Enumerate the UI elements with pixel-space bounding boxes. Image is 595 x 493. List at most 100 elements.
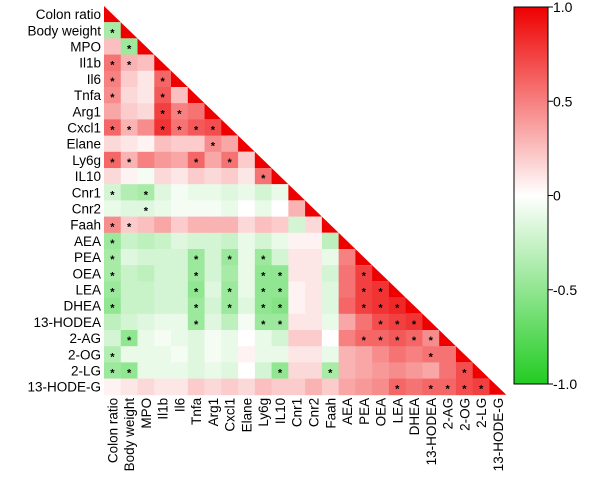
color-scale-tick-label: 1.0: [553, 0, 573, 15]
heatmap-cell: [321, 362, 340, 379]
heatmap-cell: [405, 378, 423, 396]
significance-star: *: [194, 319, 199, 331]
diagonal-cell: [305, 200, 322, 217]
heatmap-cell: [405, 313, 423, 331]
heatmap-cell: [187, 313, 205, 331]
heatmap-cell: [355, 297, 373, 315]
heatmap-cell: [204, 119, 222, 136]
heatmap-cell: [254, 232, 272, 250]
column-label: DHEA: [407, 398, 422, 436]
heatmap-cell: [154, 313, 172, 331]
heatmap-cell: [104, 200, 122, 217]
heatmap-cell: [171, 330, 189, 347]
heatmap-cell: [221, 281, 239, 298]
column-label: Cnr2: [307, 398, 322, 427]
heatmap-cell: [171, 151, 189, 169]
significance-star: *: [127, 44, 132, 56]
heatmap-cell: [137, 103, 155, 120]
diagonal-cell: [455, 346, 473, 363]
column-label: OEA: [374, 398, 389, 427]
heatmap-cell: [187, 330, 205, 347]
significance-star: *: [462, 384, 467, 396]
heatmap-cell: [338, 362, 356, 379]
column-label: Ly6g: [256, 398, 271, 427]
heatmap-cell: [455, 362, 474, 379]
color-scale-legend: 1.0 0.5 0 -0.5 -1.0: [513, 0, 577, 392]
heatmap-cell: [154, 184, 172, 201]
heatmap-cell: [204, 135, 222, 153]
significance-star: *: [278, 368, 283, 380]
heatmap-cell: [271, 249, 289, 266]
diagonal-cell: [238, 135, 255, 152]
heatmap-cell: [338, 297, 356, 315]
heatmap-cell: [305, 281, 323, 298]
heatmap-cell: [338, 249, 356, 266]
row-label: Arg1: [72, 104, 101, 119]
heatmap-cell: [238, 168, 256, 185]
heatmap-cell: [321, 281, 340, 298]
heatmap-cell: [254, 378, 272, 396]
significance-star: *: [479, 384, 484, 396]
heatmap-cell: [221, 232, 239, 250]
significance-star: *: [395, 303, 400, 315]
heatmap-cell: [221, 297, 239, 315]
heatmap-cell: [154, 200, 172, 217]
row-label: Ly6g: [72, 153, 101, 168]
heatmap-cell: [137, 313, 155, 331]
heatmap-cell: [120, 265, 138, 282]
heatmap-cell: [372, 281, 390, 298]
heatmap-cell: [187, 119, 205, 136]
column-label: AEA: [340, 398, 355, 425]
heatmap-cell: [137, 119, 155, 136]
color-scale-tick-label: 0.5: [553, 93, 573, 109]
significance-star: *: [261, 303, 266, 315]
heatmap-cell: [221, 378, 239, 396]
heatmap-cell: [154, 135, 172, 153]
heatmap-cell: [271, 378, 289, 396]
heatmap-cell: [288, 249, 306, 266]
heatmap-cell: [137, 281, 155, 298]
significance-star: *: [177, 125, 182, 137]
heatmap-cell: [120, 330, 138, 347]
row-label: AEA: [74, 234, 101, 249]
heatmap-cell: [254, 168, 272, 185]
heatmap-cell: [104, 38, 122, 55]
heatmap-cell: [388, 346, 407, 363]
significance-star: *: [328, 368, 333, 380]
significance-star: *: [177, 108, 182, 120]
significance-star: *: [261, 173, 266, 185]
heatmap-cell: [137, 378, 155, 396]
heatmap-cell: [171, 103, 189, 120]
significance-star: *: [445, 384, 450, 396]
heatmap-cell: [204, 265, 222, 282]
heatmap-cell: [171, 184, 189, 201]
heatmap-cell: [137, 265, 155, 282]
heatmap-cell: [154, 70, 172, 88]
heatmap-cell: [187, 103, 205, 120]
heatmap-cell: [254, 281, 272, 298]
row-label: MPO: [70, 40, 101, 55]
heatmap-cell: [455, 378, 474, 396]
heatmap-cell: [221, 200, 239, 217]
heatmap-cell: [187, 281, 205, 298]
heatmap-cell: [120, 168, 138, 185]
heatmap-cell: [154, 362, 172, 379]
heatmap-cell: [405, 346, 423, 363]
significance-star: *: [228, 303, 233, 315]
heatmap-cell: [288, 216, 306, 234]
heatmap-cell: [204, 151, 222, 169]
heatmap-cell: [104, 119, 122, 136]
heatmap-cell: [120, 38, 138, 55]
row-label: Elane: [66, 137, 101, 152]
heatmap-cell: [154, 346, 172, 363]
heatmap-cell: [171, 362, 189, 379]
heatmap-cell: [238, 297, 256, 315]
column-label: 13-HODEA: [424, 398, 439, 466]
heatmap-cell: [171, 119, 189, 136]
heatmap-cell: [221, 362, 239, 379]
heatmap-cell: [338, 313, 356, 331]
significance-star: *: [110, 287, 115, 299]
heatmap-cell: [187, 232, 205, 250]
heatmap-cell: [305, 378, 323, 396]
heatmap-cell: [271, 265, 289, 282]
